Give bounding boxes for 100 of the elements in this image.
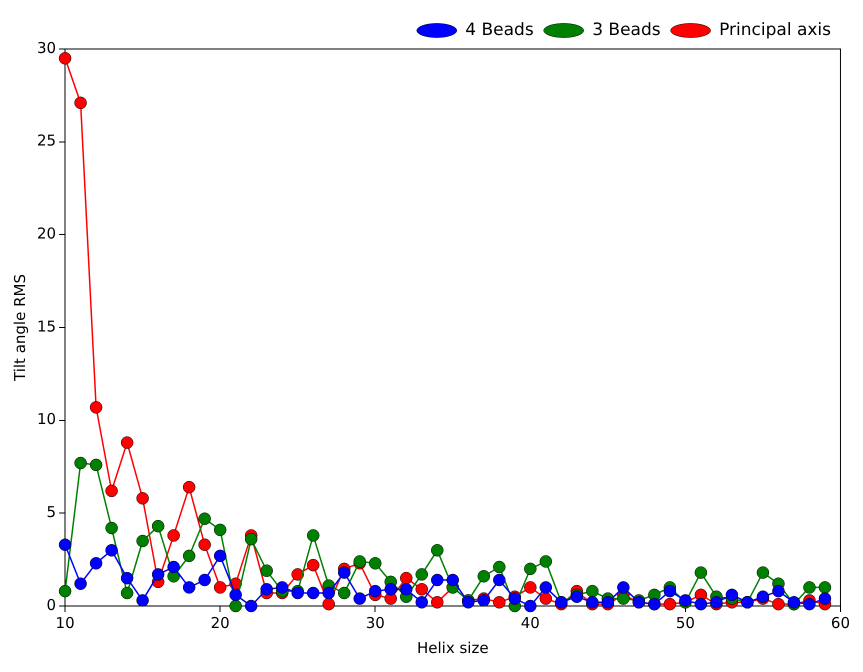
point <box>229 600 242 612</box>
point <box>244 600 258 612</box>
point <box>90 458 102 472</box>
point <box>167 560 180 574</box>
y-tick-label: 25 <box>36 132 56 150</box>
point <box>803 598 816 610</box>
point <box>167 529 180 542</box>
point <box>214 550 226 562</box>
point <box>322 586 335 600</box>
point <box>664 584 676 598</box>
y-tick-label: 15 <box>36 317 56 336</box>
point <box>90 401 102 414</box>
point <box>229 588 242 602</box>
point <box>105 484 118 498</box>
point <box>306 529 320 542</box>
point <box>493 574 506 586</box>
point <box>400 583 412 596</box>
point <box>493 596 506 609</box>
point <box>400 572 412 584</box>
x-tick-label: 50 <box>676 614 695 632</box>
point <box>540 581 552 594</box>
point <box>818 581 832 594</box>
point <box>818 592 832 605</box>
y-tick-label: 20 <box>36 224 56 243</box>
point <box>353 592 366 605</box>
y-tick-label: 0 <box>46 596 56 614</box>
point <box>276 581 288 594</box>
point <box>198 538 211 551</box>
point <box>617 592 630 605</box>
point <box>120 572 134 584</box>
point <box>338 566 350 579</box>
point <box>772 598 785 610</box>
point <box>136 594 149 607</box>
point <box>306 558 320 572</box>
point <box>244 532 258 546</box>
point <box>694 566 708 579</box>
point <box>416 568 428 581</box>
point <box>306 586 320 600</box>
point <box>368 557 382 570</box>
y-tick-label: 30 <box>36 38 56 57</box>
point <box>540 555 552 568</box>
point <box>214 524 226 536</box>
legend-label: 3 Beads <box>592 20 661 40</box>
point <box>214 581 226 594</box>
point <box>136 492 149 505</box>
point <box>446 574 460 586</box>
point <box>74 456 87 470</box>
point <box>182 581 196 594</box>
x-tick-label: 30 <box>366 614 385 632</box>
y-tick-label: 5 <box>46 503 56 522</box>
point <box>198 574 211 586</box>
x-axis-title: Helix size <box>416 638 489 657</box>
point <box>617 581 630 594</box>
point <box>416 583 428 596</box>
point <box>524 600 537 612</box>
point <box>90 557 102 570</box>
point <box>105 522 118 534</box>
point <box>431 544 444 557</box>
point <box>726 588 738 602</box>
y-axis-title: Tilt angle RMS <box>10 274 29 382</box>
point <box>136 534 149 548</box>
point <box>105 544 118 557</box>
point <box>772 584 785 598</box>
point <box>368 584 382 598</box>
point <box>260 583 273 596</box>
x-tick-label: 40 <box>520 614 540 632</box>
point <box>338 586 350 600</box>
point <box>58 584 72 598</box>
point <box>664 598 676 610</box>
point <box>74 96 87 110</box>
point <box>120 586 134 600</box>
point <box>198 512 211 525</box>
point <box>322 598 335 610</box>
point <box>540 592 552 605</box>
point <box>58 538 72 551</box>
point <box>478 570 490 583</box>
point <box>182 550 196 562</box>
point <box>416 596 428 609</box>
point <box>803 581 816 594</box>
legend-label: Principal axis <box>719 20 832 40</box>
point <box>524 581 537 594</box>
x-tick-label: 20 <box>210 614 230 632</box>
point <box>182 480 196 494</box>
point <box>120 436 134 449</box>
point <box>384 583 397 596</box>
point <box>493 560 506 574</box>
point <box>524 562 537 576</box>
point <box>58 52 72 65</box>
point <box>74 577 87 590</box>
point <box>586 584 599 598</box>
legend-label: 4 Beads <box>465 20 534 40</box>
point <box>694 598 708 610</box>
point <box>291 568 304 581</box>
point <box>152 520 164 532</box>
point <box>431 574 444 586</box>
point <box>152 568 164 581</box>
point <box>260 564 273 577</box>
x-tick-label: 60 <box>830 614 850 632</box>
y-tick-label: 10 <box>36 410 56 428</box>
point <box>756 566 770 579</box>
